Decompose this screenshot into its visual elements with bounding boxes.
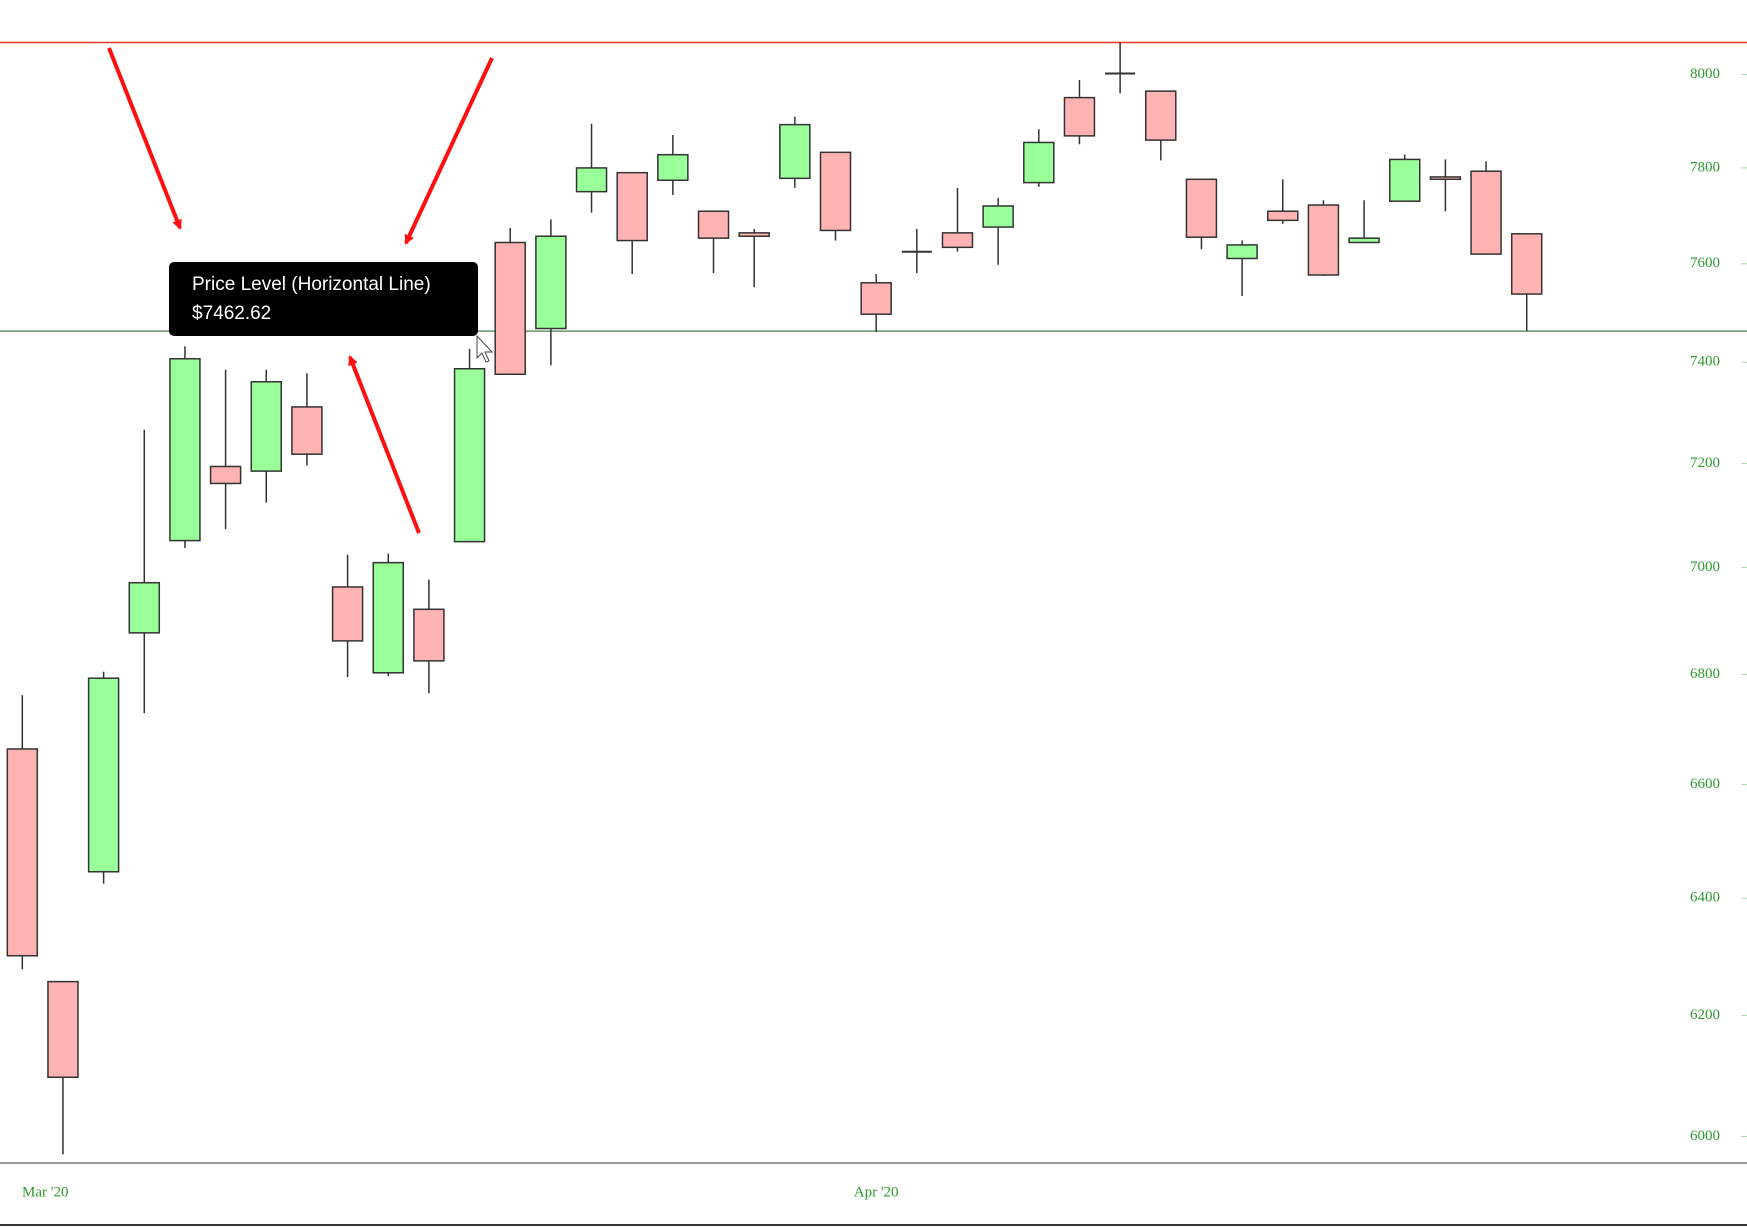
y-tick-label: 8000 (1690, 66, 1720, 82)
candle-body (657, 153, 689, 181)
candle-body (779, 123, 811, 180)
candle-body (331, 586, 364, 642)
annotations: Price Level (Horizontal Line) $7462.62 (107, 47, 494, 534)
candle-body (494, 241, 526, 376)
arrow (107, 47, 182, 230)
candle-body (1388, 158, 1421, 202)
candle-body (697, 210, 730, 239)
plot: 6000 6200 6400 6600 6800 7000 7200 7400 7600 7800… (0, 42, 1747, 1200)
candle-body (941, 232, 974, 249)
y-tick-label: 7600 (1690, 255, 1720, 271)
candle-body (87, 677, 120, 873)
y-tick-label: 6000 (1690, 1128, 1720, 1144)
y-tick-label: 6200 (1690, 1007, 1720, 1023)
x-tick-label: Mar '20 (22, 1184, 68, 1200)
y-tick-label: 7400 (1690, 354, 1720, 370)
candle-body (413, 608, 445, 662)
candle-body (372, 561, 404, 674)
candle-body (738, 232, 770, 237)
tooltip (169, 262, 478, 336)
tooltip-title: Price Level (Horizontal Line) (192, 274, 431, 295)
candle-body (982, 205, 1014, 228)
candle-body (1307, 204, 1340, 276)
candle-body (575, 167, 608, 193)
candle-body (250, 381, 283, 472)
candle-body (1226, 244, 1258, 260)
x-tick-label: Apr '20 (854, 1184, 899, 1200)
candle-body (1063, 96, 1096, 137)
candle-body (535, 235, 567, 330)
candle-body (128, 581, 161, 634)
candle-body (291, 406, 323, 455)
candle-body (616, 171, 648, 242)
candle-body (47, 980, 79, 1078)
y-tick-label: 7800 (1690, 159, 1720, 175)
candle-body (1023, 141, 1055, 184)
cursor (476, 334, 494, 363)
candle-body (1510, 233, 1543, 295)
candle-body (1185, 178, 1218, 238)
candle-body (169, 358, 201, 542)
candle-body (209, 465, 242, 485)
candle-body (1348, 237, 1380, 244)
y-tick-label: 7000 (1690, 559, 1720, 575)
arrow (348, 355, 421, 534)
y-tick-label: 6600 (1690, 776, 1720, 792)
candle-body (860, 282, 892, 315)
y-tick-label: 6800 (1690, 666, 1720, 682)
candle-body (6, 748, 39, 957)
y-tick-label: 7200 (1690, 455, 1720, 471)
candle-body (819, 151, 852, 232)
tooltip-value: $7462.62 (192, 303, 271, 324)
candle-body (453, 367, 486, 543)
candle-body (1267, 210, 1299, 222)
candle-body (1429, 176, 1462, 181)
candle-body (1145, 90, 1177, 141)
arrow (404, 57, 494, 245)
y-tick-label: 6400 (1690, 890, 1720, 906)
candle-body (1470, 170, 1502, 255)
